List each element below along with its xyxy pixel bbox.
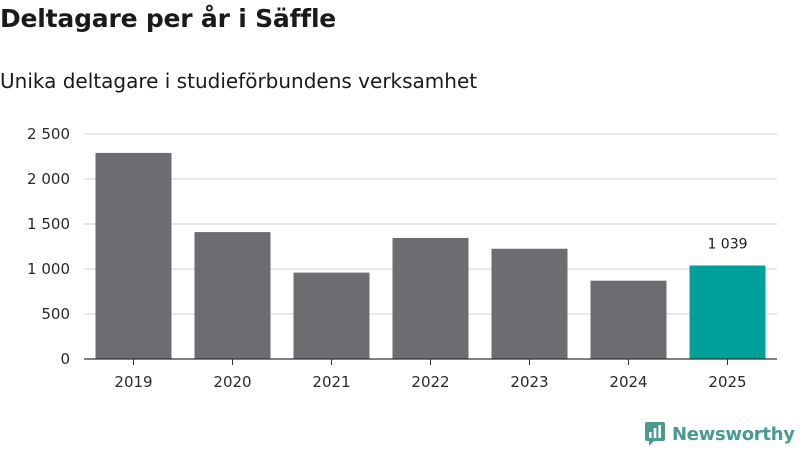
- bar-2019: [95, 152, 172, 359]
- bars: [95, 152, 766, 359]
- x-tick-label: 2021: [312, 373, 350, 391]
- y-tick-label: 0: [60, 350, 70, 368]
- bar-2021: [293, 272, 370, 359]
- y-tick-label: 2 500: [27, 125, 70, 143]
- x-tick-label: 2020: [213, 373, 251, 391]
- y-tick-label: 1 500: [27, 215, 70, 233]
- newsworthy-logo-icon: [645, 422, 665, 446]
- bar-2022: [392, 237, 469, 359]
- x-tick-label: 2024: [609, 373, 647, 391]
- chart-subtitle: Unika deltagare i studieförbundens verks…: [0, 69, 478, 93]
- data-label: 1 039: [707, 236, 747, 252]
- x-tick-label: 2025: [708, 373, 746, 391]
- newsworthy-brand[interactable]: Newsworthy: [644, 420, 795, 448]
- data-labels: 1 039: [707, 236, 747, 252]
- bar-2023: [491, 248, 568, 359]
- y-axis-ticks: 0 500 1 000 1 500 2 000 2 500: [27, 125, 70, 368]
- y-tick-label: 2 000: [27, 170, 70, 188]
- x-tick-label: 2023: [510, 373, 548, 391]
- chart-title: Deltagare per år i Säffle: [0, 4, 337, 33]
- bar-2024: [590, 280, 667, 359]
- y-tick-label: 1 000: [27, 260, 70, 278]
- x-axis-ticks: 2019 2020 2021 2022 2023 2024 2025: [84, 358, 777, 391]
- x-tick-label: 2022: [411, 373, 449, 391]
- bar-2020: [194, 232, 271, 359]
- bar-2025: [689, 265, 766, 359]
- x-tick-label: 2019: [114, 373, 152, 391]
- brand-name: Newsworthy: [672, 423, 795, 445]
- y-tick-label: 500: [41, 305, 70, 323]
